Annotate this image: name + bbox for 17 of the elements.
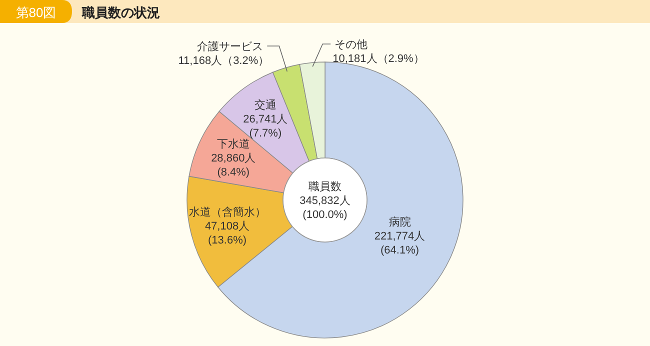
slice-label: その他: [334, 39, 368, 51]
data-label: 28,860人 (8.4%): [211, 152, 256, 178]
slice-label: 交通: [254, 98, 276, 112]
text: 職員数: [308, 180, 342, 193]
chart-title: 職員数の状況: [81, 5, 160, 20]
text: 345,832人: [300, 195, 350, 207]
data-label: 26,741人 (7.7%): [243, 113, 288, 140]
slice-label: 介護サービス: [197, 40, 264, 53]
text: 第80図: [16, 5, 56, 20]
text: (100.0%): [302, 209, 348, 221]
data-label: 221,774人 (64.1%): [374, 230, 426, 257]
data-label: 47,108人 (13.6%): [204, 220, 250, 246]
data-label: 11,168人（3.2%）: [178, 55, 270, 67]
slice-label: 病院: [388, 216, 411, 229]
slice-label: 下水道: [216, 137, 250, 150]
slice-label: 水道（含簡水）: [188, 205, 266, 218]
data-label: 10,181人（2.9%）: [332, 53, 424, 65]
